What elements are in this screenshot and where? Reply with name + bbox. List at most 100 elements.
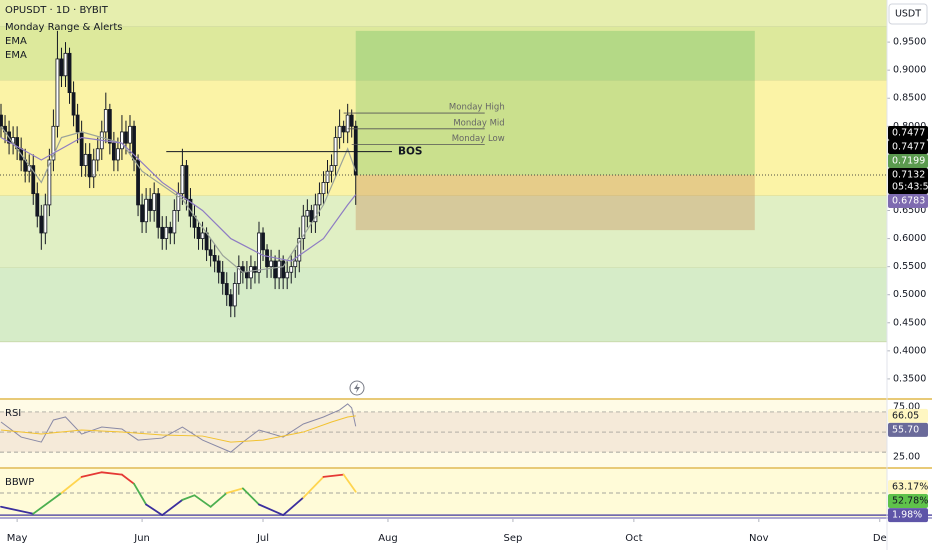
candle-body [111, 142, 116, 161]
price-badge [888, 508, 928, 523]
bbwp-segment [302, 475, 325, 499]
price-badge [888, 422, 928, 437]
candle-body [224, 283, 229, 296]
candle-body [285, 271, 290, 279]
candle-body [305, 210, 310, 217]
stop-box [355, 175, 755, 231]
bbwp-segment [322, 473, 345, 478]
candle-body [152, 193, 157, 211]
price-badge [888, 194, 928, 209]
price-badge-label: 0.6783 [892, 196, 925, 207]
candle-body [0, 114, 3, 127]
bbwp-segment [145, 503, 164, 516]
price-badge [888, 126, 928, 141]
annotation-label: BOS [398, 146, 423, 158]
candle-body [35, 193, 40, 217]
candle-body [309, 210, 314, 223]
candle-body [67, 52, 72, 94]
currency-button[interactable] [888, 3, 928, 25]
candle-body [128, 125, 132, 144]
bbwp-segment [193, 494, 212, 508]
bbwp-segment [209, 492, 228, 508]
candle-body [301, 215, 306, 239]
candle-body [261, 232, 265, 251]
candle-body [349, 114, 354, 127]
candle-body [200, 232, 205, 239]
candle-body [71, 92, 76, 116]
x-tick-label: Sep [504, 533, 523, 544]
candle-body [136, 159, 140, 206]
x-tick-label: Aug [378, 533, 398, 544]
candle-body [204, 232, 209, 251]
candle-body [212, 255, 217, 262]
candle-body [91, 159, 96, 178]
candle-body [216, 260, 221, 273]
candle-body [87, 153, 92, 178]
candle-body [329, 165, 334, 172]
range-zone [0, 0, 887, 27]
candle-body [59, 58, 64, 77]
countdown: 05:43:58 [892, 182, 932, 193]
price-badge [888, 493, 928, 508]
currency-label: USDT [895, 9, 921, 20]
indicator-name: Monday Range & Alerts [5, 22, 123, 33]
y-tick-label: 0.3500 [893, 373, 926, 384]
candle-body [160, 226, 165, 239]
candle-body [95, 148, 100, 161]
y-tick-label: 0.5500 [893, 261, 926, 272]
price-badge-label: 55.70 [892, 424, 919, 435]
candle-body [120, 131, 124, 150]
bbwp-segment [100, 471, 123, 476]
candle-body [116, 148, 120, 161]
candle-body [228, 294, 233, 307]
candle-body [345, 114, 350, 133]
price-badge-label: 63.17% [892, 481, 928, 492]
candle-body [75, 114, 80, 133]
x-tick-label: Jun [133, 533, 150, 544]
y-tick-label: 0.4500 [893, 317, 926, 328]
overlay: OPUSDT · 1D · BYBIT Monday Range & Alert… [5, 3, 928, 396]
candle-body [321, 182, 326, 195]
annotation-label: Monday Low [452, 134, 505, 144]
bbwp-segment [258, 503, 285, 516]
candle-body [236, 266, 241, 284]
candle-body [140, 204, 144, 223]
x-tick-label: Nov [749, 533, 769, 544]
candle-body [164, 226, 169, 239]
candle-body [313, 204, 318, 223]
candle-body [39, 215, 44, 234]
range-zone [0, 26, 887, 81]
candle-body [249, 266, 253, 279]
y-tick-label: 75.00 [893, 401, 920, 412]
bbwp-segment [80, 471, 103, 478]
price-badge-label: 66.05 [892, 410, 919, 421]
candle-body [51, 125, 56, 161]
price-badge [888, 154, 928, 169]
candle-body [168, 226, 173, 234]
price-badge [888, 168, 928, 195]
candle-body [289, 266, 294, 273]
candle-body [107, 109, 112, 144]
range-zone [0, 80, 887, 196]
y-tick-label: 0.5000 [893, 289, 926, 300]
price-badge-label: 0.7199 [892, 156, 925, 167]
candle-body [180, 165, 185, 195]
y-tick-label: 0.9000 [893, 65, 926, 76]
candle-body [55, 58, 60, 127]
lightning-glyph [354, 383, 360, 393]
candle-body [277, 260, 282, 279]
y-tick-label: 0.6500 [893, 205, 926, 216]
candle-body [124, 131, 128, 144]
candle-body [317, 193, 322, 206]
candle-body [220, 271, 225, 284]
candle-body [337, 125, 342, 138]
x-tick-label: Jul [256, 533, 269, 544]
price-badge-label: 0.7477 [892, 142, 925, 153]
candle-body [232, 283, 237, 307]
bbwp-segment [60, 475, 83, 494]
y-tick-label: 0.8500 [893, 93, 926, 104]
y-tick-label: 0.4000 [893, 345, 926, 356]
bbwp-segment [225, 487, 244, 494]
